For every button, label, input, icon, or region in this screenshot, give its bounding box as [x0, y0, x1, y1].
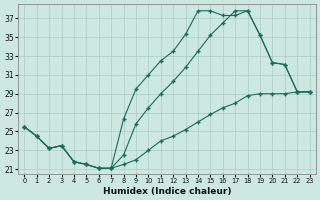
X-axis label: Humidex (Indice chaleur): Humidex (Indice chaleur) [103, 187, 231, 196]
